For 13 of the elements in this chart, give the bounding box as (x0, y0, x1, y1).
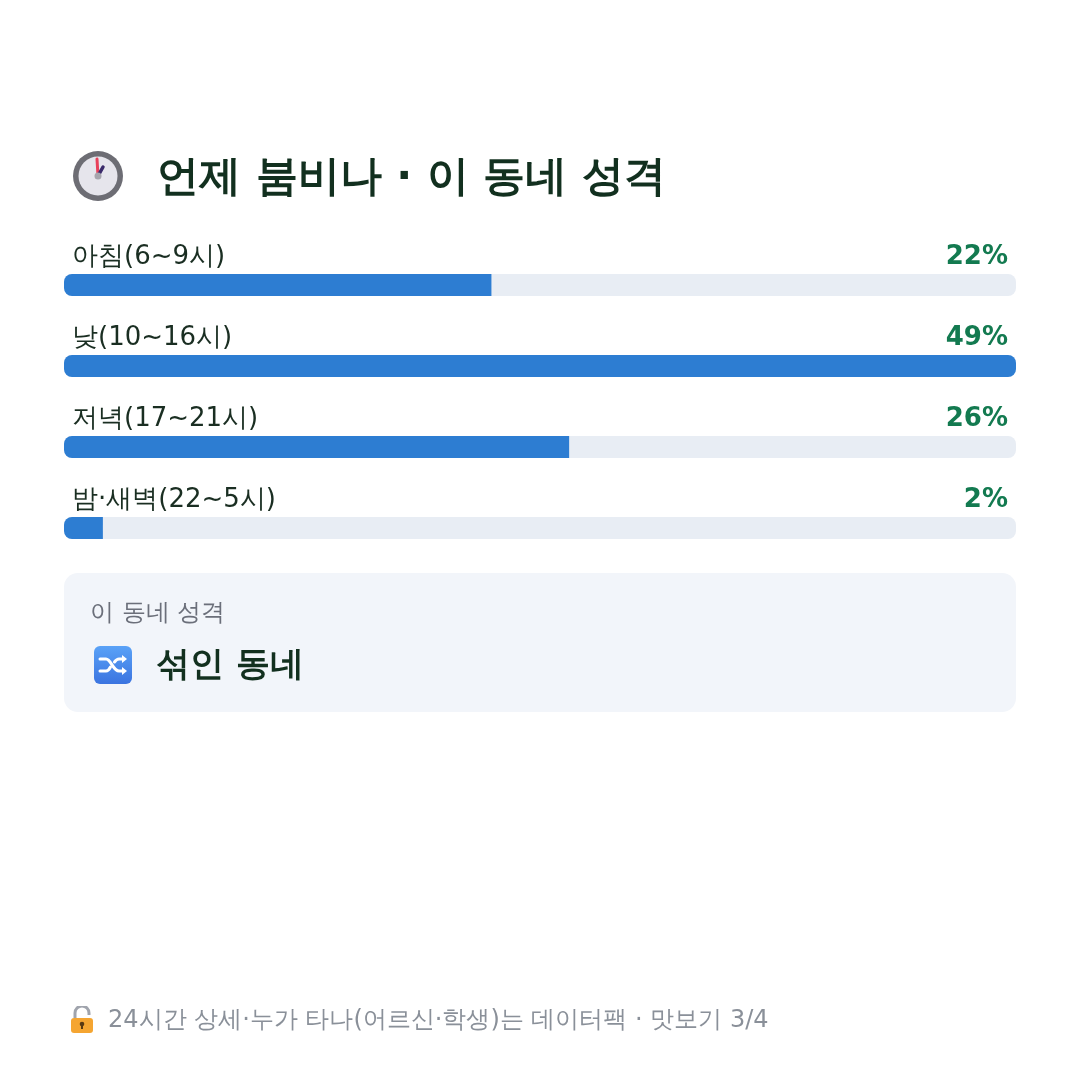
y-tick-label: 낮(10~16시) (72, 321, 233, 351)
data-label: 26% (945, 402, 1008, 432)
data-label: 2% (963, 483, 1008, 513)
data-label: 22% (945, 240, 1008, 270)
text: 이 동네 성격 (90, 598, 226, 627)
text: 24시간 상세·누가 타나(어르신·학생)는 데이터팩 · 맛보기 3/4 (108, 1005, 769, 1034)
y-tick-label: 저녁(17~21시) (72, 402, 259, 432)
y-tick-label: 아침(6~9시) (72, 240, 226, 270)
y-tick-label: 밤·새벽(22~5시) (72, 483, 276, 513)
bar (64, 517, 103, 539)
text: 섞인 동네 (156, 643, 304, 684)
chart-title: 언제 붐비나 · 이 동네 성격 (157, 150, 667, 200)
data-label: 49% (945, 321, 1008, 351)
